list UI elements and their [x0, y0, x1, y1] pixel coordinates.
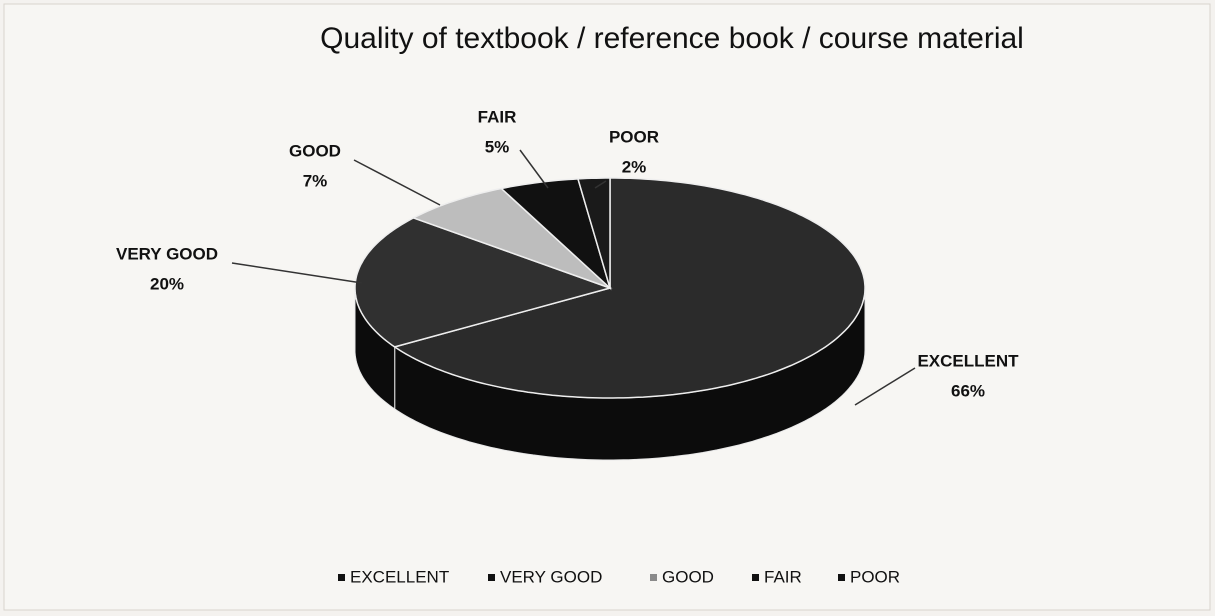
data-label-name: FAIR — [478, 107, 517, 126]
legend-swatch — [650, 574, 657, 581]
leader-line — [231, 262, 363, 284]
legend-label: POOR — [850, 567, 900, 586]
data-label-name: VERY GOOD — [116, 244, 218, 263]
legend-label: EXCELLENT — [350, 567, 449, 586]
legend-swatch — [488, 574, 495, 581]
legend-swatch — [838, 574, 845, 581]
slice — [499, 178, 612, 291]
data-label-name: POOR — [609, 127, 659, 146]
slice — [577, 177, 611, 289]
leader-line — [519, 149, 549, 189]
data-label: 66% — [951, 381, 985, 400]
chart-title: Quality of textbook / reference book / c… — [320, 22, 1024, 55]
data-label: 5% — [485, 137, 510, 156]
slice — [354, 217, 613, 348]
slice — [411, 187, 611, 289]
data-label-name: EXCELLENT — [917, 351, 1019, 370]
slice — [392, 177, 866, 399]
data-label: 2% — [622, 157, 647, 176]
legend-swatch — [752, 574, 759, 581]
legend-label: GOOD — [662, 567, 714, 586]
legend-swatch — [338, 574, 345, 581]
leader-line — [594, 180, 607, 189]
data-label-name: GOOD — [289, 141, 341, 160]
legend-label: VERY GOOD — [500, 567, 602, 586]
legend-label: FAIR — [764, 567, 802, 586]
leader-line — [854, 367, 916, 406]
data-label: 20% — [150, 274, 184, 293]
data-label: 7% — [303, 171, 328, 190]
leader-line — [353, 159, 441, 206]
